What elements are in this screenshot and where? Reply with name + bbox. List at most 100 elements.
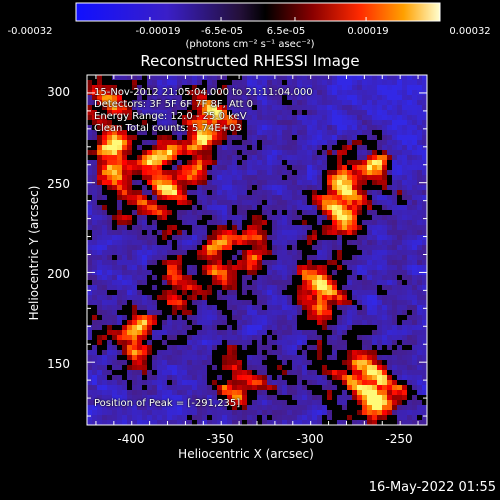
heatmap-cell xyxy=(107,380,113,386)
heatmap-cell xyxy=(112,315,118,321)
heatmap-cell xyxy=(407,355,413,361)
heatmap-cell xyxy=(212,360,218,366)
heatmap-cell xyxy=(292,400,298,406)
heatmap-cell xyxy=(362,305,368,311)
heatmap-cell xyxy=(392,380,398,386)
heatmap-cell xyxy=(237,160,243,166)
heatmap-cell xyxy=(252,220,258,226)
heatmap-cell xyxy=(247,350,253,356)
heatmap-cell xyxy=(107,130,113,136)
heatmap-cell xyxy=(122,140,128,146)
heatmap-cell xyxy=(317,415,323,421)
heatmap-cell xyxy=(192,280,198,286)
heatmap-cell xyxy=(252,350,258,356)
heatmap-cell xyxy=(367,235,373,241)
heatmap-cell xyxy=(232,375,238,381)
heatmap-cell xyxy=(382,280,388,286)
heatmap-cell xyxy=(247,265,253,271)
heatmap-cell xyxy=(252,165,258,171)
heatmap-cell xyxy=(187,415,193,421)
heatmap-cell xyxy=(237,415,243,421)
heatmap-cell xyxy=(402,395,408,401)
heatmap-cell xyxy=(422,120,428,126)
heatmap-cell xyxy=(197,355,203,361)
heatmap-cell xyxy=(382,335,388,341)
heatmap-cell xyxy=(242,170,248,176)
heatmap-cell xyxy=(367,330,373,336)
heatmap-cell xyxy=(207,235,213,241)
heatmap-cell xyxy=(337,280,343,286)
heatmap-cell xyxy=(292,190,298,196)
heatmap-cell xyxy=(117,385,123,391)
heatmap-cell xyxy=(202,310,208,316)
heatmap-cell xyxy=(187,335,193,341)
heatmap-cell xyxy=(272,275,278,281)
heatmap-cell xyxy=(417,395,423,401)
heatmap-cell xyxy=(182,220,188,226)
heatmap-cell xyxy=(337,170,343,176)
heatmap-cell xyxy=(392,140,398,146)
heatmap-cell xyxy=(312,95,318,101)
heatmap-cell xyxy=(362,385,368,391)
heatmap-cell xyxy=(277,220,283,226)
heatmap-cell xyxy=(277,100,283,106)
heatmap-cell xyxy=(142,370,148,376)
heatmap-cell xyxy=(252,255,258,261)
heatmap-cell xyxy=(212,330,218,336)
heatmap-cell xyxy=(87,205,93,211)
heatmap-cell xyxy=(217,330,223,336)
heatmap-cell xyxy=(417,275,423,281)
heatmap-cell xyxy=(117,250,123,256)
heatmap-cell xyxy=(232,190,238,196)
heatmap-cell xyxy=(367,150,373,156)
heatmap-cell xyxy=(347,355,353,361)
heatmap-cell xyxy=(367,120,373,126)
heatmap-cell xyxy=(337,130,343,136)
heatmap-cell xyxy=(297,415,303,421)
heatmap-cell xyxy=(107,165,113,171)
heatmap-cell xyxy=(162,180,168,186)
heatmap-cell xyxy=(302,115,308,121)
heatmap-cell xyxy=(202,75,208,81)
heatmap-cell xyxy=(307,395,313,401)
heatmap-cell xyxy=(102,195,108,201)
heatmap-cell xyxy=(232,355,238,361)
heatmap-cell xyxy=(177,120,183,126)
heatmap-cell xyxy=(322,265,328,271)
heatmap-cell xyxy=(267,415,273,421)
heatmap-cell xyxy=(242,325,248,331)
heatmap-cell xyxy=(297,140,303,146)
heatmap-cell xyxy=(307,205,313,211)
heatmap-cell xyxy=(117,220,123,226)
heatmap-cell xyxy=(97,210,103,216)
heatmap-cell xyxy=(217,290,223,296)
heatmap-cell xyxy=(342,105,348,111)
heatmap-cell xyxy=(402,310,408,316)
heatmap-cell xyxy=(222,385,228,391)
heatmap-cell xyxy=(342,145,348,151)
heatmap-cell xyxy=(237,205,243,211)
heatmap-cell xyxy=(217,105,223,111)
heatmap-cell xyxy=(297,125,303,131)
heatmap-cell xyxy=(347,305,353,311)
heatmap-cell xyxy=(207,300,213,306)
heatmap-cell xyxy=(337,270,343,276)
heatmap-cell xyxy=(377,145,383,151)
heatmap-cell xyxy=(167,370,173,376)
heatmap-cell xyxy=(212,380,218,386)
heatmap-cell xyxy=(332,150,338,156)
heatmap-cell xyxy=(242,310,248,316)
heatmap-cell xyxy=(202,300,208,306)
heatmap-cell xyxy=(397,400,403,406)
heatmap-cell xyxy=(302,405,308,411)
heatmap-cell xyxy=(307,385,313,391)
heatmap-cell xyxy=(322,290,328,296)
heatmap-cell xyxy=(317,275,323,281)
heatmap-cell xyxy=(342,280,348,286)
heatmap-cell xyxy=(107,255,113,261)
heatmap-cell xyxy=(322,165,328,171)
heatmap-cell xyxy=(132,165,138,171)
heatmap-cell xyxy=(382,255,388,261)
heatmap-cell xyxy=(252,400,258,406)
heatmap-cell xyxy=(142,150,148,156)
